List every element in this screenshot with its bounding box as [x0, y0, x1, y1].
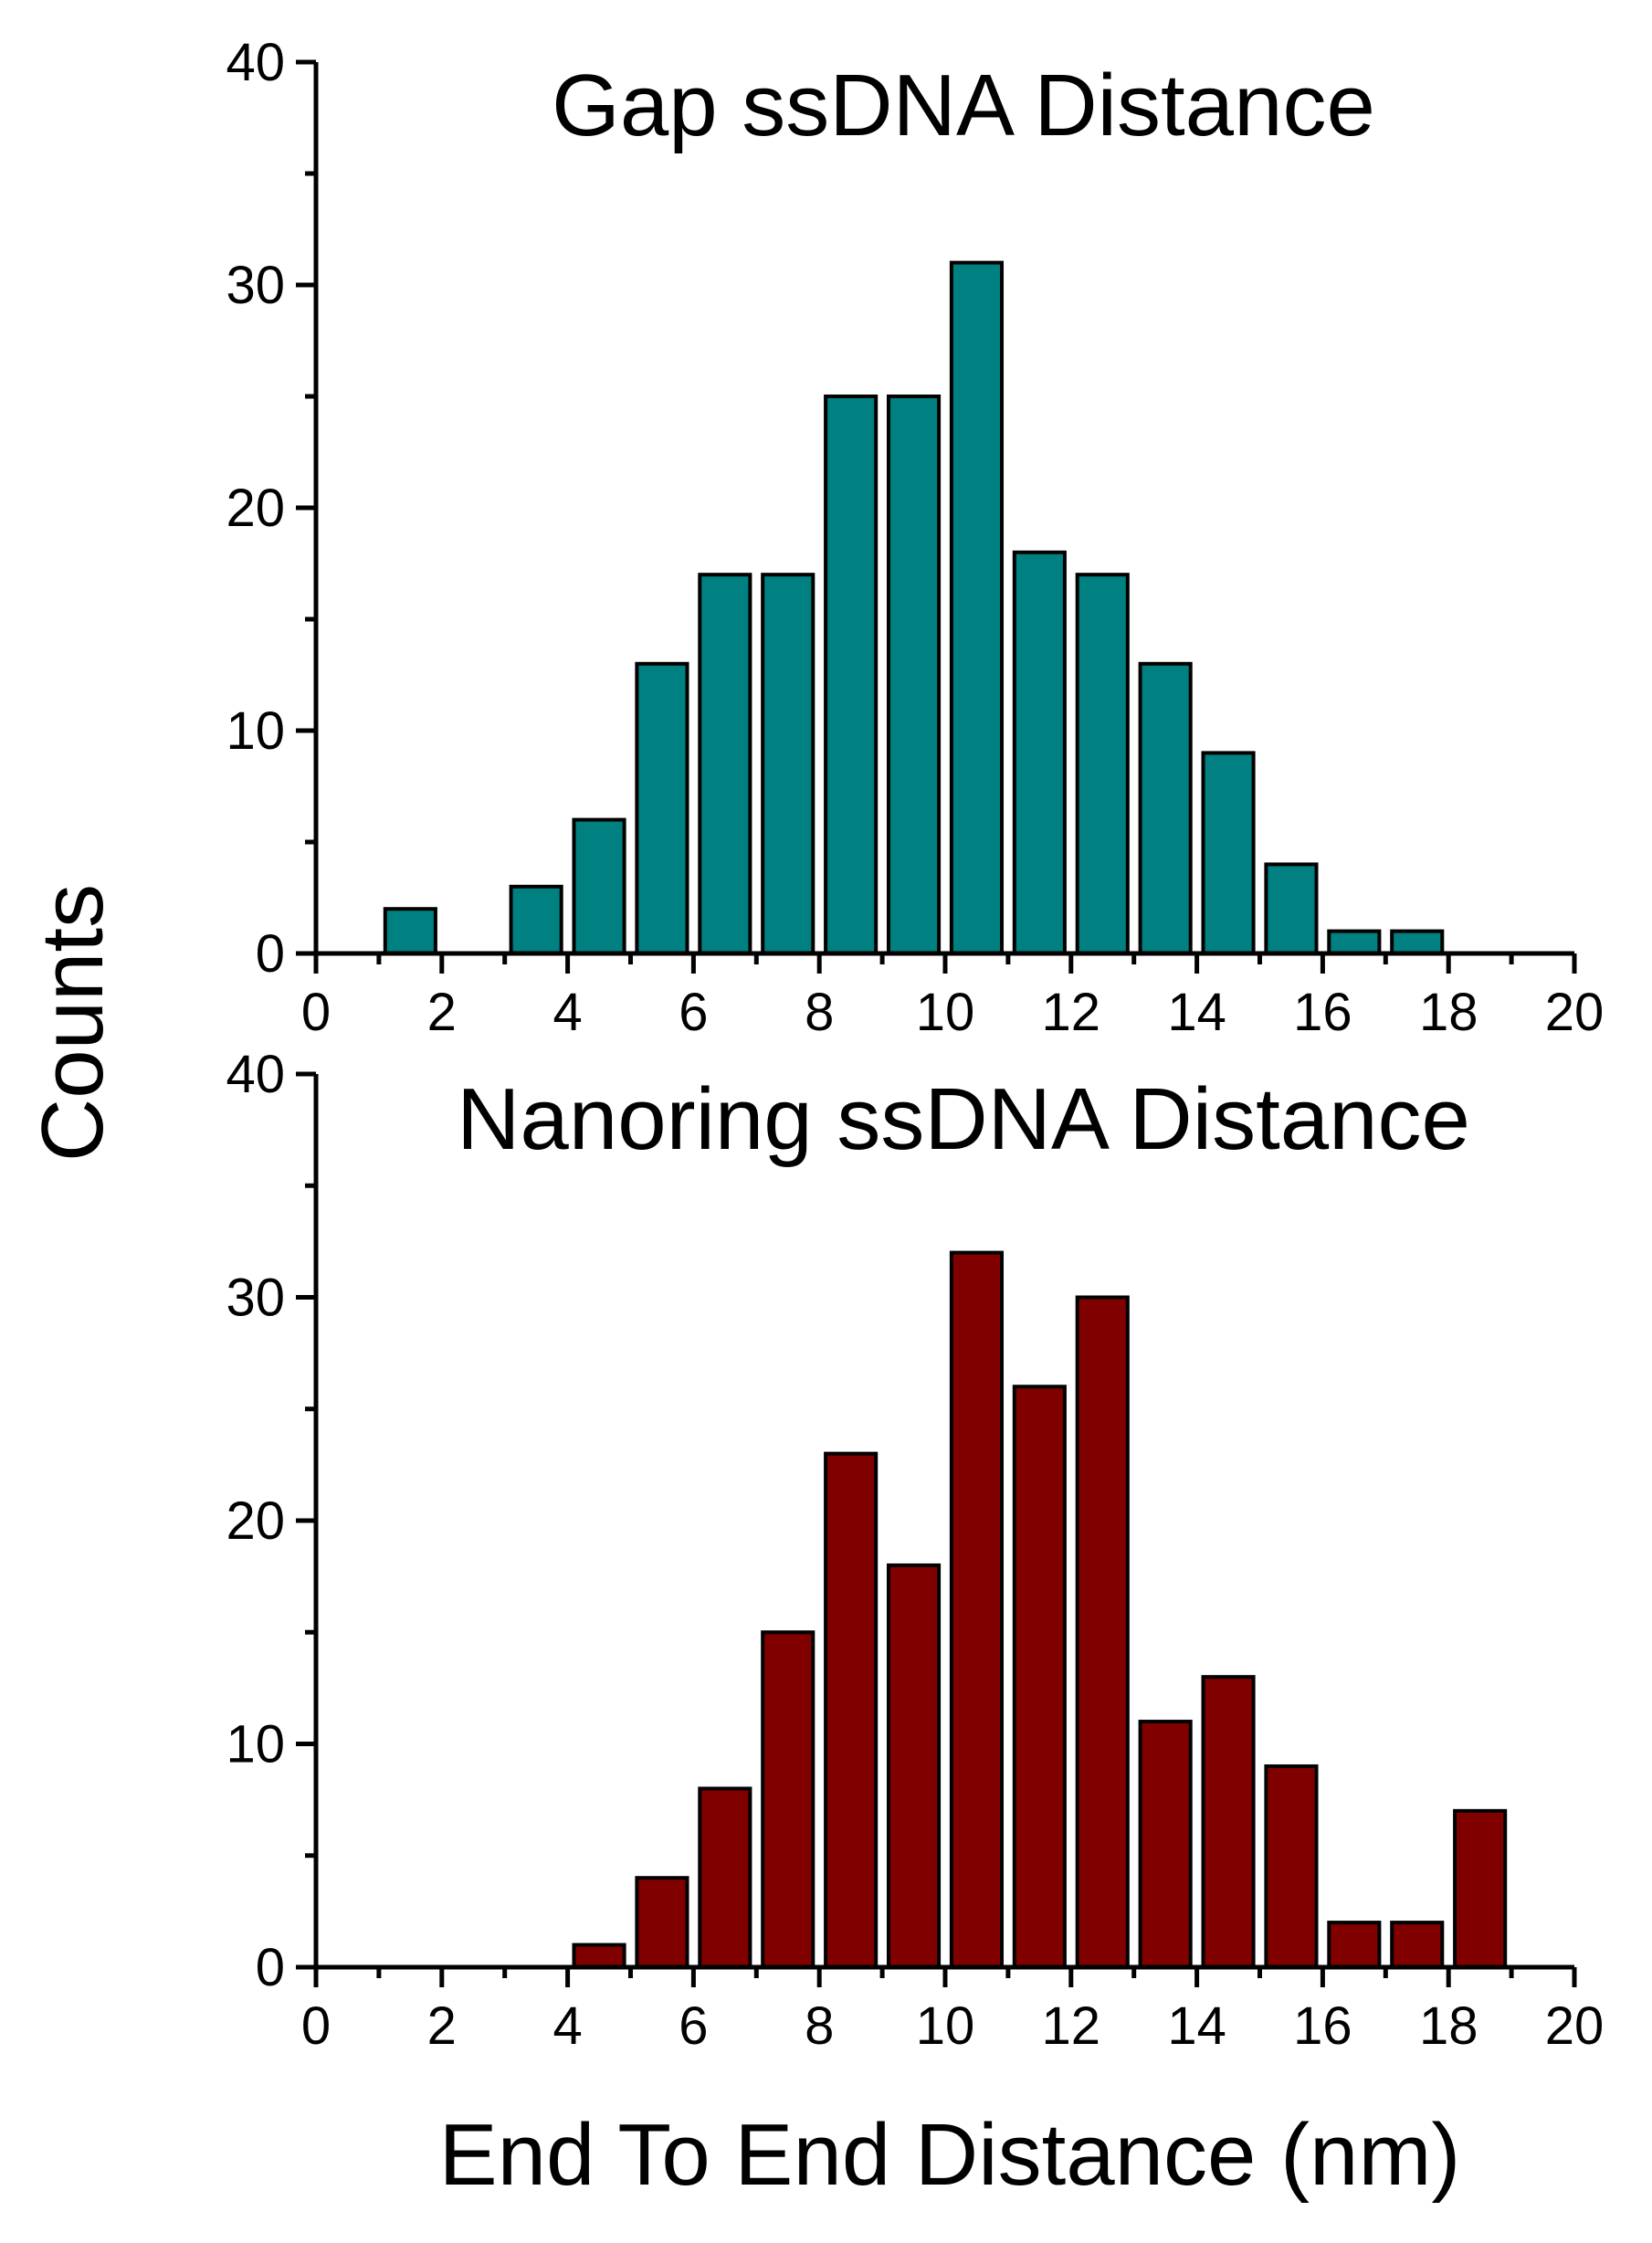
gap-bar-8 — [886, 395, 942, 955]
nanoring-x-tick-label-3: 6 — [679, 1996, 708, 2056]
nanoring-bar-0 — [572, 1943, 626, 1970]
nanoring-bar-1 — [635, 1876, 689, 1969]
gap-bar-2 — [509, 884, 563, 955]
gap-y-tick-label-1: 10 — [226, 701, 285, 761]
nanoring-bar-7 — [1012, 1385, 1067, 1970]
gap-bar-15 — [1327, 929, 1382, 955]
nanoring-bar-5 — [886, 1563, 942, 1970]
nanoring-bar-3 — [761, 1630, 815, 1969]
gap-bar-12 — [1138, 661, 1193, 955]
gap-y-tick-label-0: 0 — [256, 924, 285, 984]
y-axis-title: Counts — [24, 884, 121, 1162]
nanoring-x-tick-label-1: 2 — [427, 1996, 457, 2056]
gap-x-tick-label-2: 4 — [552, 983, 582, 1042]
gap-chart-title: Gap ssDNA Distance — [552, 57, 1375, 154]
gap-bar-5 — [698, 573, 752, 955]
nanoring-y-tick-label-1: 10 — [226, 1715, 285, 1774]
gap-x-tick-label-1: 2 — [427, 983, 457, 1042]
gap-bar-10 — [1012, 550, 1067, 955]
nanoring-x-tick-label-2: 4 — [552, 1996, 582, 2056]
nanoring-bar-12 — [1327, 1921, 1382, 1970]
gap-bar-7 — [824, 395, 879, 955]
nanoring-histogram-panel: Nanoring ssDNA Distance 0 2 4 6 8 10 12 14 16 18 2… — [226, 1045, 1604, 2056]
nanoring-x-tick-label-6: 12 — [1042, 1996, 1101, 2056]
gap-x-tick-label-0: 0 — [301, 983, 331, 1042]
nanoring-bar-8 — [1075, 1295, 1130, 1969]
gap-x-tick-label-6: 12 — [1042, 983, 1101, 1042]
nanoring-bar-11 — [1264, 1764, 1319, 1969]
gap-y-tick-label-2: 20 — [226, 479, 285, 538]
gap-bar-13 — [1201, 751, 1256, 956]
gap-x-tick-label-4: 8 — [805, 983, 834, 1042]
gap-y-tick-label-3: 30 — [226, 256, 285, 315]
gap-x-tick-label-8: 16 — [1293, 983, 1352, 1042]
nanoring-bar-10 — [1201, 1675, 1256, 1970]
nanoring-bar-13 — [1390, 1921, 1445, 1970]
gap-x-tick-label-10: 20 — [1545, 983, 1605, 1042]
gap-bar-16 — [1390, 929, 1445, 955]
gap-bar-4 — [635, 661, 689, 955]
nanoring-x-tick-label-5: 10 — [916, 1996, 975, 2056]
nanoring-x-tick-label-8: 16 — [1293, 1996, 1352, 2056]
gap-x-tick-label-9: 18 — [1419, 983, 1478, 1042]
gap-x-tick-label-3: 6 — [679, 983, 708, 1042]
nanoring-bar-14 — [1453, 1808, 1508, 1969]
nanoring-x-tick-label-4: 8 — [805, 1996, 834, 2056]
nanoring-bar-2 — [698, 1786, 752, 1970]
nanoring-y-tick-label-4: 40 — [226, 1045, 285, 1104]
gap-bar-14 — [1264, 862, 1319, 956]
gap-bar-9 — [949, 260, 1005, 956]
nanoring-y-tick-label-3: 30 — [226, 1269, 285, 1328]
nanoring-y-tick-label-0: 0 — [256, 1938, 285, 1997]
gap-bar-0 — [383, 907, 437, 956]
nanoring-x-tick-label-0: 0 — [301, 1996, 331, 2056]
nanoring-x-tick-label-10: 20 — [1545, 1996, 1605, 2056]
nanoring-x-tick-label-9: 18 — [1419, 1996, 1478, 2056]
gap-x-tick-label-5: 10 — [916, 983, 975, 1042]
gap-bar-11 — [1075, 573, 1130, 955]
gap-histogram-panel: Gap ssDNA Distance 0 2 4 6 8 10 12 14 16 18 20 0 10 2… — [226, 33, 1604, 1042]
nanoring-x-tick-label-7: 14 — [1167, 1996, 1226, 2056]
gap-x-tick-label-7: 14 — [1167, 983, 1226, 1042]
nanoring-chart-title: Nanoring ssDNA Distance — [457, 1070, 1470, 1168]
nanoring-bar-9 — [1138, 1720, 1193, 1970]
gap-y-tick-label-4: 40 — [226, 33, 285, 92]
gap-bar-6 — [761, 573, 815, 955]
x-axis-title: End To End Distance (nm) — [439, 2106, 1461, 2204]
nanoring-bar-4 — [824, 1451, 879, 1969]
nanoring-bar-6 — [949, 1250, 1005, 1969]
nanoring-y-tick-label-2: 20 — [226, 1491, 285, 1551]
gap-bar-3 — [572, 817, 626, 955]
